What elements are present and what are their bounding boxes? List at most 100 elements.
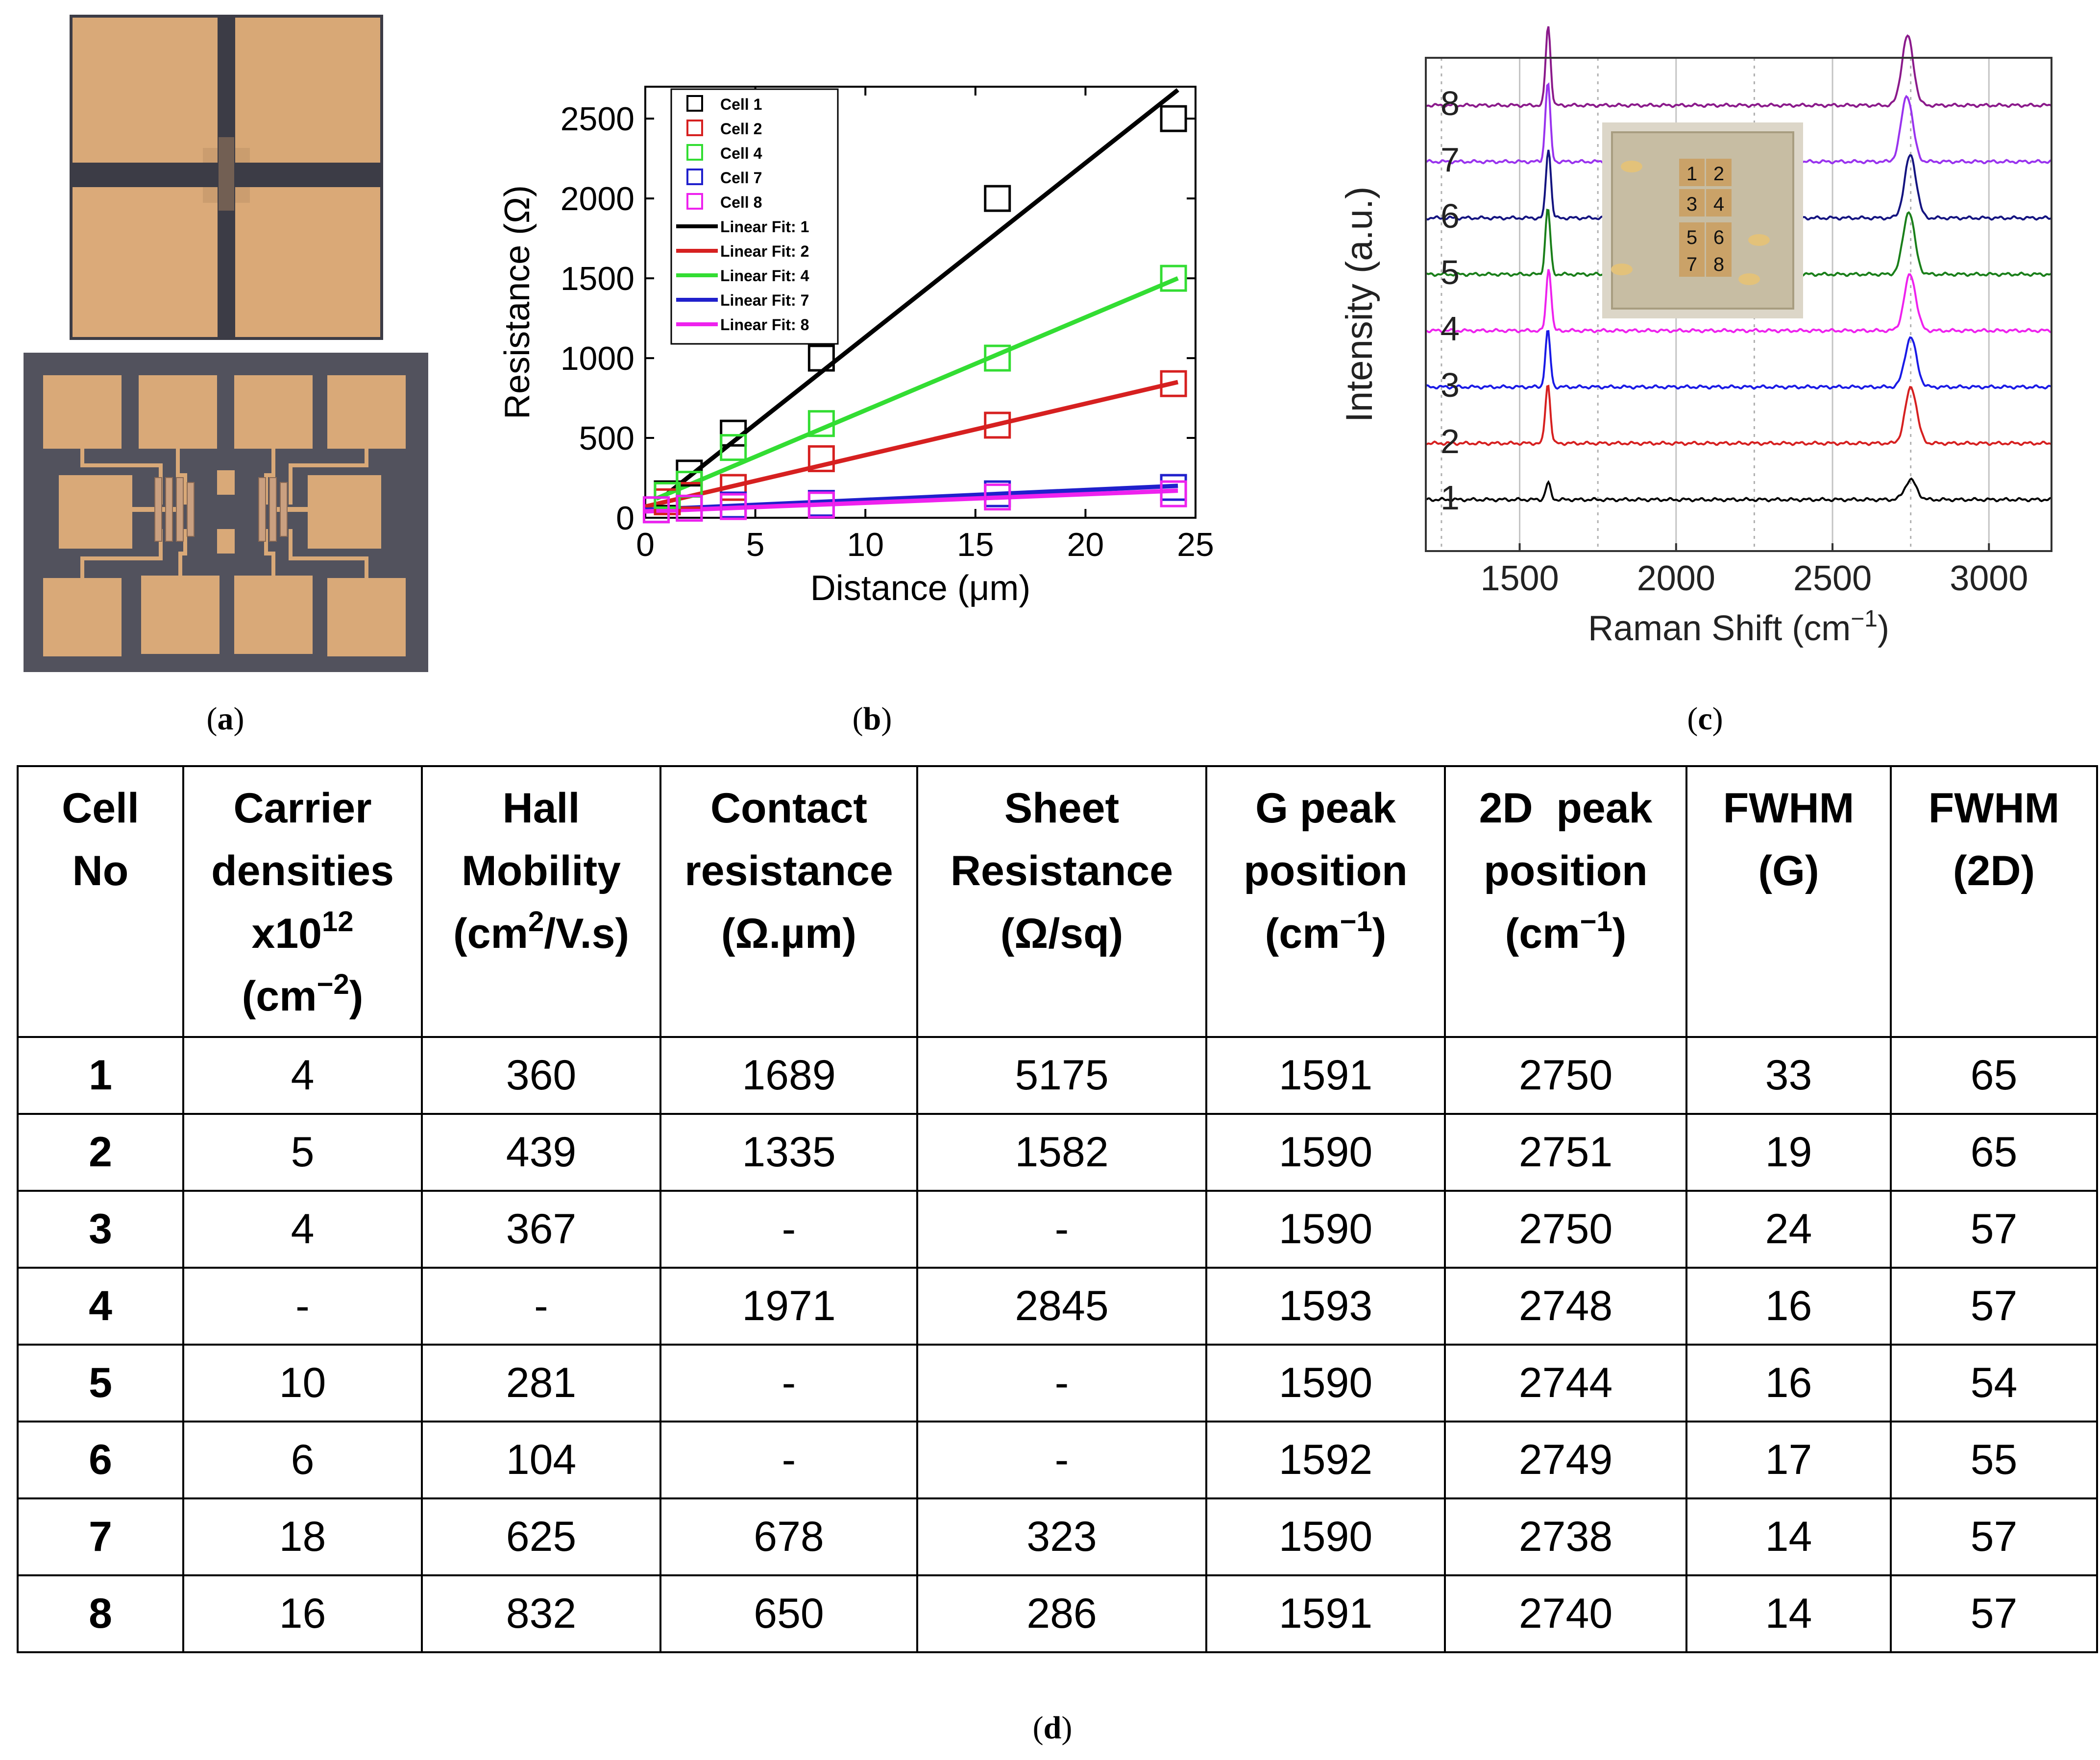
y-tick-label: 1000 (561, 340, 635, 377)
table-cell: 5 (182, 1113, 423, 1192)
paren-open: ( (852, 701, 863, 737)
header-text: ) (349, 973, 364, 1020)
header-line: Hall (502, 785, 580, 832)
spectrum-label: 8 (1441, 84, 1460, 122)
cell-number: 7 (17, 1497, 184, 1576)
panel-a: (a) (0, 0, 441, 737)
header-carrier-densities: Carrier densities x1012 (cm−2) (182, 765, 423, 1038)
header-sup: −1 (1340, 906, 1372, 938)
table-row: 2 5 439 1335 1582 1590 2751 19 65 (17, 1113, 2098, 1192)
header-line: (Ω.µm) (721, 910, 857, 957)
header-fwhm-2d: FWHM (2D) (1890, 765, 2098, 1038)
legend-label: Linear Fit: 1 (720, 218, 809, 236)
inset-contact-blob (1738, 273, 1760, 285)
data-point (1160, 105, 1187, 132)
table-cell: 1590 (1205, 1344, 1446, 1422)
table-cell: 2750 (1444, 1190, 1687, 1269)
spectrum-label: 7 (1441, 141, 1460, 179)
inset-cell-label: 7 (1686, 254, 1697, 275)
spectrum-2 (1425, 385, 2052, 446)
table-cell: 281 (421, 1344, 661, 1422)
header-fwhm-g: FWHM (G) (1685, 765, 1892, 1038)
header-text: /V.s) (544, 910, 629, 957)
table-cell: 1591 (1205, 1036, 1446, 1115)
table-cell: - (182, 1267, 423, 1346)
inset-cell-label: 3 (1686, 193, 1697, 215)
header-sup: 12 (321, 906, 354, 938)
table-cell: 19 (1685, 1113, 1892, 1192)
cell-number: 1 (17, 1036, 184, 1115)
table-cell: 650 (659, 1574, 918, 1653)
header-line: Cell (62, 785, 139, 832)
header-sup: −2 (317, 968, 349, 1000)
table-cell: 323 (916, 1497, 1207, 1576)
x-axis-label: Raman Shift (cm−1) (1588, 606, 1889, 648)
header-sup: −1 (1580, 906, 1612, 938)
legend-label: Linear Fit: 2 (720, 242, 809, 260)
table-row: 1 4 360 1689 5175 1591 2750 33 65 (17, 1036, 2098, 1115)
spectrum-label: 4 (1441, 310, 1460, 348)
inset-pad (1706, 189, 1732, 217)
header-line: position (1244, 847, 1408, 894)
data-point (1160, 370, 1187, 397)
table-cell: 14 (1685, 1574, 1892, 1653)
table-cell: 1592 (1205, 1421, 1446, 1499)
table-cell: 625 (421, 1497, 661, 1576)
paren-open: ( (1032, 1710, 1044, 1746)
cell-number: 6 (17, 1421, 184, 1499)
table-cell: 57 (1890, 1497, 2098, 1576)
table-cell: 2750 (1444, 1036, 1687, 1115)
legend-label: Linear Fit: 7 (720, 291, 809, 309)
table-cell: 2740 (1444, 1574, 1687, 1653)
table-cell: 57 (1890, 1574, 2098, 1653)
header-line: Mobility (462, 847, 621, 894)
properties-table: Cell No Carrier densities x1012 (cm−2) H… (17, 765, 2098, 1653)
table-cell: 16 (1685, 1344, 1892, 1422)
table-cell: 1335 (659, 1113, 918, 1192)
table-cell: 33 (1685, 1036, 1892, 1115)
plot-frame (1425, 57, 2052, 552)
data-point (807, 344, 835, 372)
x-tick-label: 2500 (1793, 559, 1872, 598)
panel-b-label: (b) (799, 700, 946, 738)
table-cell: 832 (421, 1574, 661, 1653)
inset-cell-label: 2 (1713, 163, 1724, 185)
header-line: densities (211, 847, 394, 894)
table-cell: 65 (1890, 1036, 2098, 1115)
table-cell: 2751 (1444, 1113, 1687, 1192)
paren-open: ( (1687, 701, 1698, 737)
panel-c: 1 2 3 4 5 6 7 8 1 2 3 4 5 6 7 8 1500 2000 2500 3000 Raman Sh… (1323, 0, 2100, 737)
cell-number: 4 (17, 1267, 184, 1346)
data-point (676, 494, 703, 522)
y-axis-label: Intensity (a.u.) (1339, 187, 1380, 423)
spectrum-4 (1425, 269, 2052, 334)
spectrum-8 (1425, 26, 2052, 108)
header-line: (cm−1) (1446, 902, 1685, 965)
inset-pad (1679, 222, 1705, 250)
data-point (720, 434, 747, 461)
table-cell: 1591 (1205, 1574, 1446, 1653)
table-cell: - (659, 1344, 918, 1422)
table-cell: 18 (182, 1497, 423, 1576)
table-cell: 2744 (1444, 1344, 1687, 1422)
table-cell: 16 (182, 1574, 423, 1653)
data-point (984, 483, 1011, 511)
x-tick-label: 10 (847, 526, 884, 563)
header-line: Sheet (1004, 785, 1120, 832)
header-line: x1012 (185, 902, 420, 965)
data-point (1160, 480, 1187, 507)
data-point (807, 491, 835, 519)
header-line: (cm2/V.s) (423, 902, 659, 965)
panel-b: 0 5 10 15 20 25 0 500 1000 1500 2000 2500 Distance (… (480, 0, 1264, 737)
spectrum-label: 3 (1441, 366, 1460, 404)
y-tick-label: 2000 (561, 180, 635, 217)
data-point (720, 419, 747, 447)
table-cell: 5175 (916, 1036, 1207, 1115)
table-row: 8 16 832 650 286 1591 2740 14 57 (17, 1574, 2098, 1653)
table-cell: 367 (421, 1190, 661, 1269)
legend-label: Cell 1 (720, 96, 762, 113)
table-cell: - (916, 1344, 1207, 1422)
header-hall-mobility: Hall Mobility (cm2/V.s) (421, 765, 661, 1038)
table-cell: - (916, 1421, 1207, 1499)
paren-open: ( (206, 701, 218, 737)
